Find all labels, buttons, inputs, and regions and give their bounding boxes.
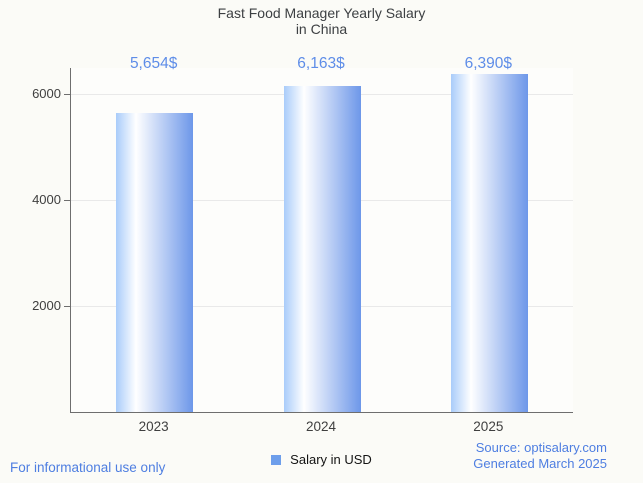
bar-value-label: 5,654$ (129, 55, 178, 72)
bar-value-label: 6,390$ (464, 55, 513, 72)
source-line: Source: optisalary.com (475, 440, 607, 455)
y-axis-tick-label: 4000 (32, 192, 61, 208)
y-axis-tick (64, 199, 70, 201)
chart-title-line1: Fast Food Manager Yearly Salary (217, 5, 426, 21)
y-axis-tick (64, 305, 70, 307)
generated-line: Generated March 2025 (473, 456, 607, 471)
x-axis-tick-label: 2023 (138, 419, 169, 434)
source-attribution: Source: optisalary.com Generated March 2… (473, 440, 607, 472)
bar-value-label: 6,163$ (297, 55, 345, 72)
y-axis-tick (64, 93, 70, 95)
disclaimer-text: For informational use only (10, 460, 166, 475)
bar (450, 73, 528, 412)
legend: Salary in USD (0, 452, 643, 467)
bar (116, 112, 194, 412)
bar (283, 85, 361, 412)
legend-label: Salary in USD (290, 452, 372, 467)
y-axis-tick-label: 2000 (32, 298, 61, 314)
chart-title-line2: in China (295, 21, 348, 37)
legend-color-swatch (271, 454, 282, 465)
chart-title: Fast Food Manager Yearly Salary in China (0, 5, 643, 37)
x-axis-tick-label: 2025 (473, 419, 504, 434)
plot-area (64, 68, 573, 413)
y-axis-tick-label: 6000 (32, 86, 61, 102)
x-axis-tick-label: 2024 (305, 419, 337, 434)
